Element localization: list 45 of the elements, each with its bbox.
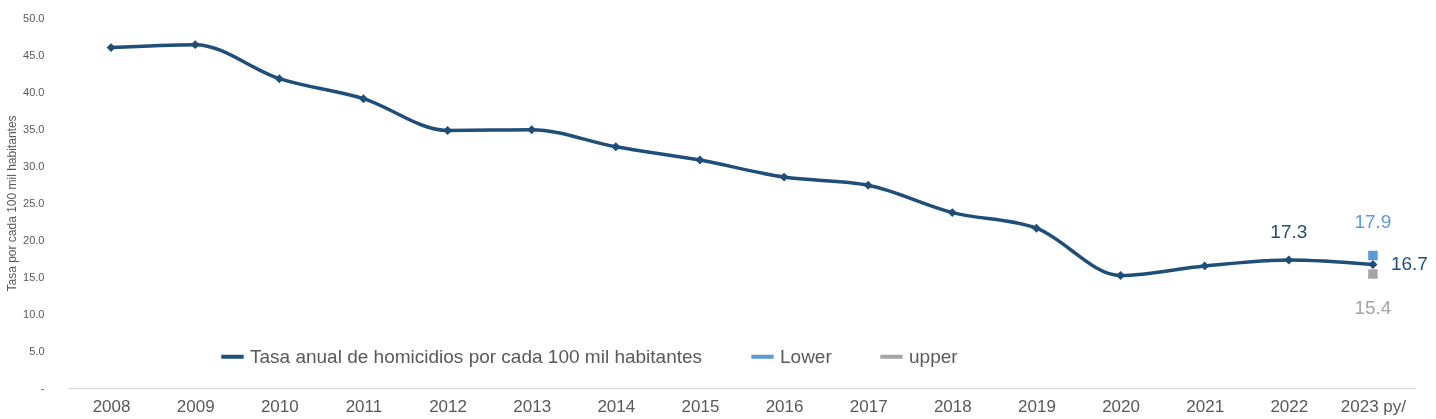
point (1031, 223, 1041, 233)
x-tick-label: 2014 (597, 396, 636, 416)
x-tick-label: 2023 py/ (1340, 396, 1407, 416)
point (779, 172, 789, 182)
point (863, 180, 873, 190)
x-tick-label: 2017 (849, 396, 888, 416)
x-tick-label: 2020 (1102, 396, 1140, 416)
x-tick-label: 2018 (933, 396, 972, 416)
y-tick-label: 45.0 (23, 48, 45, 61)
y-tick-label: - (40, 381, 45, 394)
y-axis-title: Tasa por cada 100 mil habitantes (5, 115, 20, 292)
point (611, 142, 621, 152)
point (947, 208, 957, 218)
data-label: 17.3 (1270, 220, 1308, 242)
x-tick-label: 2010 (260, 396, 299, 416)
point (274, 74, 284, 84)
y-tick-label: 35.0 (23, 122, 45, 135)
point (1368, 250, 1378, 261)
data-label: 16.7 (1390, 253, 1428, 275)
legend-label: Tasa anual de homicidios por cada 100 mil habitantes (250, 345, 703, 367)
y-tick-label: 20.0 (23, 233, 45, 246)
legend-label: Lower (780, 345, 833, 367)
point (358, 94, 368, 104)
y-tick-label: 10.0 (23, 307, 45, 320)
x-tick-label: 2022 (1270, 396, 1309, 416)
x-tick-label: 2013 (513, 396, 552, 416)
data-label: 17.9 (1354, 210, 1392, 232)
x-tick-label: 2019 (1018, 396, 1056, 416)
x-tick-label: 2008 (92, 396, 131, 416)
point (1368, 269, 1378, 279)
x-tick-label: 2021 (1186, 396, 1225, 416)
x-tick-label: 2016 (765, 396, 804, 416)
legend-label: upper (909, 345, 959, 367)
x-tick-label: 2012 (429, 396, 467, 416)
point (695, 155, 705, 165)
y-tick-label: 50.0 (23, 11, 45, 24)
data-label: 15.4 (1354, 297, 1392, 319)
x-tick-label: 2009 (176, 396, 215, 416)
y-tick-label: 5.0 (29, 344, 45, 357)
y-tick-label: 25.0 (23, 196, 45, 209)
x-tick-label: 2011 (345, 396, 383, 416)
x-tick-label: 2015 (681, 396, 720, 416)
y-tick-label: 30.0 (23, 159, 45, 172)
y-tick-label: 15.0 (23, 270, 45, 283)
y-tick-label: 40.0 (23, 85, 45, 98)
